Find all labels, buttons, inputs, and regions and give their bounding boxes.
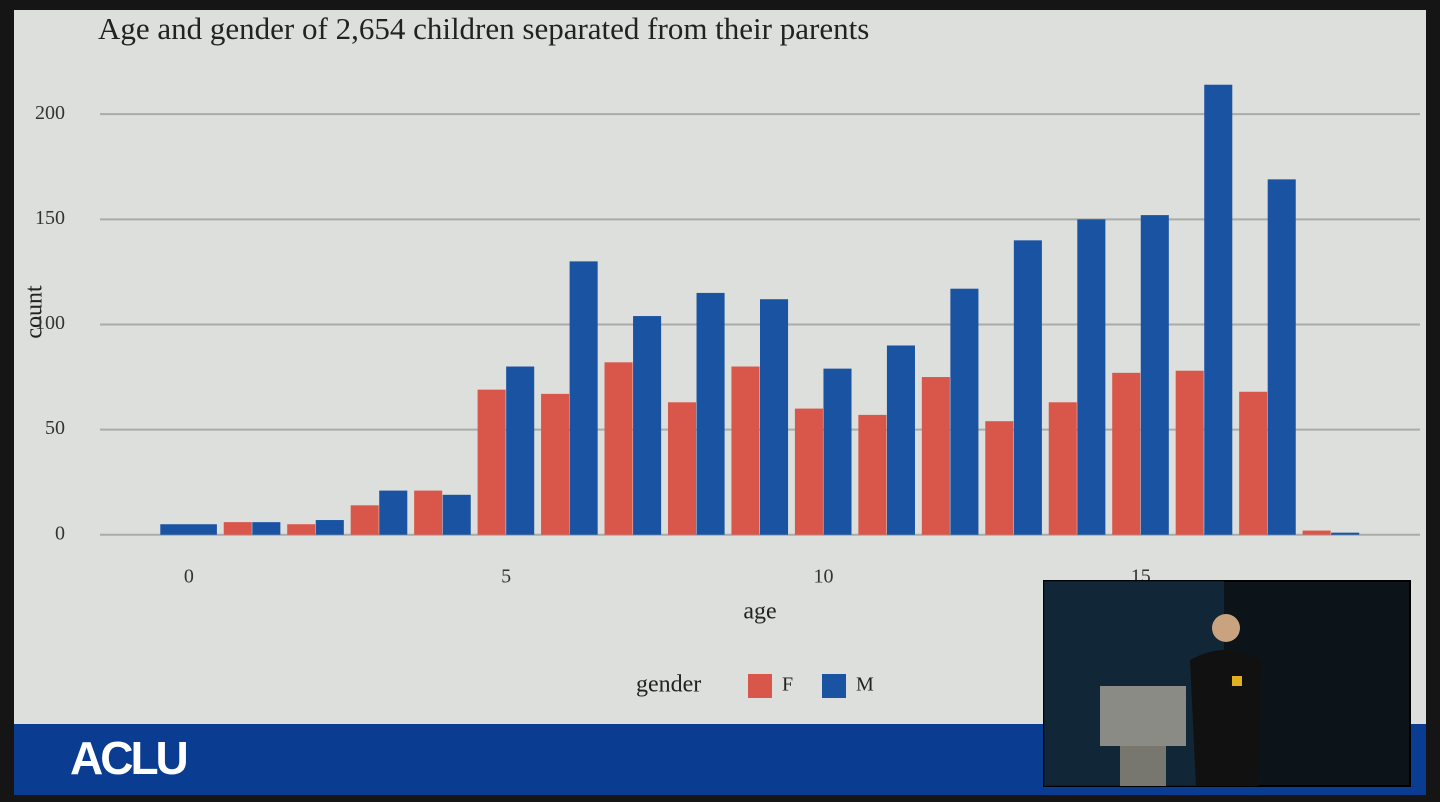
bar bbox=[633, 316, 662, 535]
chart-title: Age and gender of 2,654 children separat… bbox=[98, 11, 869, 46]
y-tick-label: 200 bbox=[35, 102, 65, 124]
bar bbox=[569, 261, 598, 535]
bar bbox=[541, 393, 570, 535]
y-tick-label: 100 bbox=[35, 312, 65, 334]
bar bbox=[315, 520, 344, 535]
x-axis-label: age bbox=[743, 599, 776, 625]
bar bbox=[794, 408, 823, 535]
legend-label: M bbox=[856, 674, 874, 696]
y-tick-label: 50 bbox=[45, 417, 65, 439]
speaker-body bbox=[1190, 650, 1262, 786]
bar bbox=[823, 368, 852, 535]
bar bbox=[1077, 219, 1106, 535]
bar bbox=[667, 402, 697, 535]
bar bbox=[1204, 84, 1233, 535]
bar bbox=[1302, 530, 1331, 535]
podium-base bbox=[1120, 746, 1166, 786]
x-tick-label: 10 bbox=[813, 566, 833, 588]
bar bbox=[442, 494, 471, 535]
bar bbox=[379, 490, 408, 535]
legend-title: gender bbox=[636, 672, 701, 698]
legend-swatch bbox=[822, 674, 846, 698]
bar bbox=[1013, 240, 1042, 535]
bar bbox=[1112, 372, 1141, 535]
bar bbox=[886, 345, 915, 535]
bar bbox=[696, 292, 725, 535]
bar bbox=[950, 288, 979, 535]
bar bbox=[414, 490, 443, 535]
bar bbox=[760, 299, 789, 535]
bar bbox=[287, 524, 316, 535]
bar bbox=[604, 362, 633, 535]
y-axis-label: count bbox=[22, 285, 48, 339]
legend-label: F bbox=[782, 674, 793, 696]
bar bbox=[252, 522, 281, 535]
bar bbox=[1331, 532, 1360, 535]
bar bbox=[350, 505, 379, 535]
x-tick-label: 0 bbox=[184, 566, 194, 588]
legend-swatch bbox=[748, 674, 772, 698]
bar bbox=[1267, 179, 1296, 535]
bar bbox=[160, 524, 217, 535]
x-tick-label: 5 bbox=[501, 566, 511, 588]
bar bbox=[858, 414, 887, 535]
bar bbox=[1175, 370, 1204, 535]
bar bbox=[1140, 215, 1169, 535]
bar bbox=[985, 421, 1014, 535]
bar bbox=[223, 522, 252, 535]
video-inset bbox=[1043, 580, 1411, 787]
bar bbox=[921, 377, 950, 535]
bar bbox=[1239, 391, 1268, 535]
badge bbox=[1232, 676, 1242, 686]
podium bbox=[1100, 686, 1186, 746]
y-tick-label: 0 bbox=[55, 522, 65, 544]
speaker-head bbox=[1212, 614, 1240, 642]
y-tick-label: 150 bbox=[35, 207, 65, 229]
bar bbox=[1048, 402, 1077, 535]
bar bbox=[506, 366, 535, 535]
bar bbox=[477, 389, 506, 535]
bar bbox=[731, 366, 760, 535]
footer-logo: ACLU bbox=[70, 732, 187, 784]
